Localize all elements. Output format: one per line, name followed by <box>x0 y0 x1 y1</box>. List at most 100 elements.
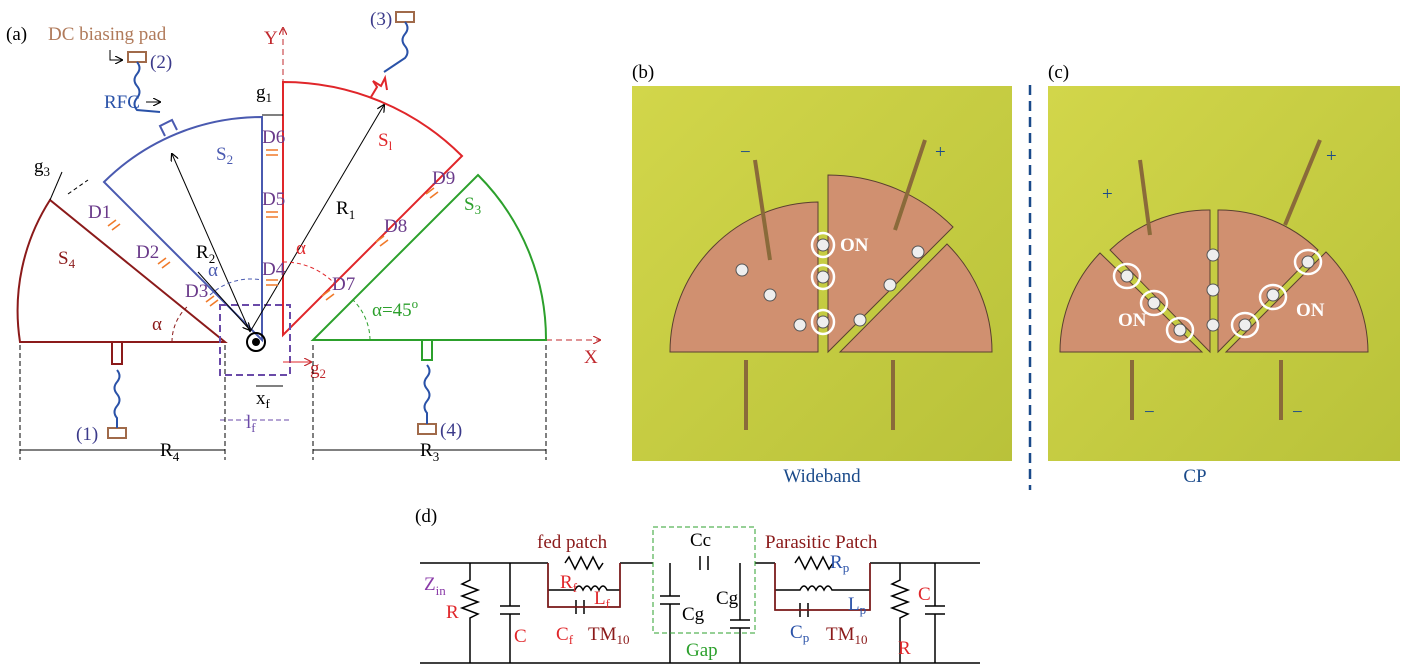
rf-sub: f <box>573 580 578 595</box>
xf-sub: f <box>266 396 271 411</box>
component: R <box>446 602 459 623</box>
shape <box>1267 289 1279 301</box>
r1: R <box>336 198 349 219</box>
shape <box>266 280 278 285</box>
lf-sub: f <box>606 596 611 611</box>
diode-label: D2 <box>136 242 159 263</box>
tm-sub: 10 <box>617 632 630 647</box>
polarity: − <box>740 142 751 163</box>
zin-sub: in <box>436 583 447 598</box>
g3: g <box>34 156 44 177</box>
rfc <box>115 370 120 428</box>
rf: R <box>560 572 573 593</box>
port-label: (1) <box>76 424 98 445</box>
panel-c: (c) ON ON + + − − CP <box>1048 62 1400 487</box>
angle-arc <box>210 279 262 295</box>
polarity: + <box>1326 146 1337 167</box>
diode-label: D3 <box>185 281 208 302</box>
panel-b: (b) ON − + Wideband <box>632 62 1012 487</box>
caption: CP <box>1183 466 1206 487</box>
shape <box>462 563 478 663</box>
shape <box>854 314 866 326</box>
shape <box>730 563 750 663</box>
diode-label: D6 <box>262 127 285 148</box>
parasitic-label: Parasitic Patch <box>765 532 878 553</box>
shape <box>1207 319 1219 331</box>
cf: C <box>556 624 569 645</box>
shape <box>1207 249 1219 261</box>
shape: R1 <box>336 198 355 222</box>
g3-sub: 3 <box>44 164 51 179</box>
tm-sub: 10 <box>855 632 868 647</box>
cp-sub: p <box>803 630 810 645</box>
panel-label: (c) <box>1048 62 1069 83</box>
shape <box>660 563 680 663</box>
alpha-45: α=45 <box>372 300 412 321</box>
r4: R <box>160 440 173 461</box>
panel-label: (b) <box>632 62 654 83</box>
component: R <box>898 638 911 659</box>
shape <box>500 563 520 663</box>
panel-a: (a) DC biasing pad (2) (3) (1) (4) RFC Y… <box>6 9 600 464</box>
port-label: (4) <box>440 420 462 441</box>
shape: Lp <box>848 594 866 617</box>
on-label: ON <box>840 235 869 256</box>
caption: Wideband <box>783 466 861 487</box>
component: C <box>514 626 527 647</box>
shape <box>736 264 748 276</box>
shape <box>775 586 870 590</box>
panel-d: (d) fed patch Parasitic Patch Zin R C Rf… <box>415 506 980 663</box>
figure: (a) DC biasing pad (2) (3) (1) (4) RFC Y… <box>0 0 1413 671</box>
stub <box>112 342 122 364</box>
port-label: (2) <box>150 52 172 73</box>
component: Cg <box>716 588 739 609</box>
shape <box>548 586 620 590</box>
lp-sub: p <box>860 602 867 617</box>
r1-sub: 1 <box>349 207 356 222</box>
resistor <box>795 557 833 569</box>
component: C <box>918 584 931 605</box>
s2-sub: 2 <box>227 152 234 167</box>
diode-label: D1 <box>88 202 111 223</box>
diode-label: D4 <box>262 259 286 280</box>
gap-label: Gap <box>686 640 718 661</box>
polarity: − <box>1144 402 1155 423</box>
angle-arc <box>353 300 370 340</box>
shape <box>1174 324 1186 336</box>
lp: L <box>848 594 860 615</box>
shape <box>1207 284 1219 296</box>
axis-label: Y <box>264 28 278 49</box>
shape <box>1121 270 1133 282</box>
polarity: + <box>1102 184 1113 205</box>
panel-label: (a) <box>6 24 27 45</box>
r3-sub: 3 <box>433 449 440 464</box>
pad <box>396 12 414 22</box>
stub <box>371 78 387 97</box>
alpha: α <box>296 238 306 259</box>
shape: g3 <box>34 156 50 179</box>
s1: S <box>378 130 389 151</box>
lf: L <box>594 588 606 609</box>
r4-sub: 4 <box>173 449 180 464</box>
feed <box>252 338 260 346</box>
on-label: ON <box>1296 300 1325 321</box>
shape: g1 <box>256 82 272 105</box>
xf: x <box>256 388 266 409</box>
shape <box>1239 319 1251 331</box>
shape <box>1302 256 1314 268</box>
shape: Cp <box>790 622 809 645</box>
cp: C <box>790 622 803 643</box>
diode-label: D8 <box>384 216 407 237</box>
g1: g <box>256 82 266 103</box>
s2: S <box>216 144 227 165</box>
rfc-label: RFC <box>104 92 140 113</box>
diode-label: D7 <box>332 274 355 295</box>
rp-sub: p <box>843 560 850 575</box>
alpha: α <box>152 314 162 335</box>
shape <box>794 319 806 331</box>
zin: Z <box>424 574 436 595</box>
polarity: + <box>935 142 946 163</box>
shape: xf <box>256 388 271 411</box>
shape: R4 <box>160 440 180 464</box>
shape <box>884 279 896 291</box>
